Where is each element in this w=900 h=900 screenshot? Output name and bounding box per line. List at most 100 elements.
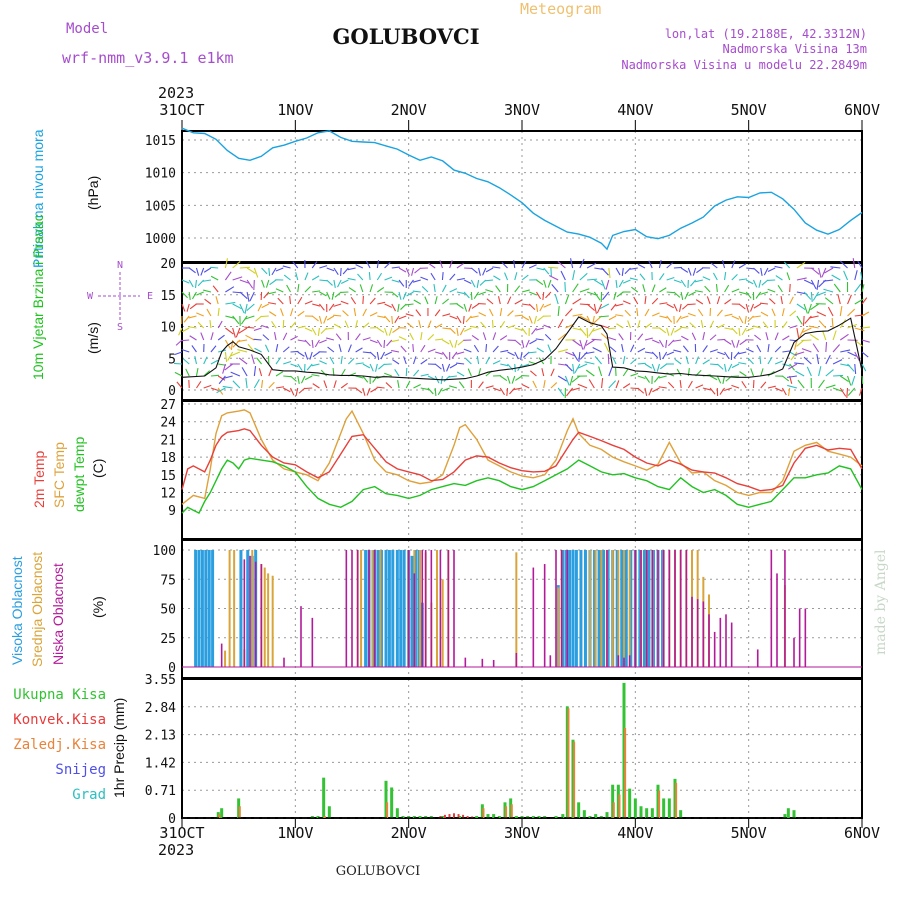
wind-arrow — [702, 387, 711, 391]
wind-arrow — [297, 296, 303, 305]
wind-arrow — [745, 327, 754, 332]
precip-bar-2 — [510, 804, 513, 818]
wind-arrow — [752, 279, 758, 288]
wind-arrow — [610, 303, 617, 311]
wind-arrow — [478, 291, 487, 296]
wind-arrow — [738, 263, 747, 269]
wind-arrow — [861, 375, 864, 385]
wind-arrow — [319, 291, 327, 297]
ytick-label: 1.42 — [145, 756, 176, 771]
wind-arrow — [465, 315, 472, 323]
wind-arrow — [355, 264, 364, 269]
wind-arrow — [377, 286, 385, 293]
wind-arrow — [449, 385, 458, 389]
wind-arrow — [246, 303, 255, 311]
precip-bar-2 — [573, 741, 576, 818]
wind-arrow — [839, 260, 848, 269]
wind-arrow — [662, 351, 668, 360]
wind-arrow — [565, 363, 573, 372]
legend-frontal-rain: Zaledj.Kisa — [13, 737, 106, 753]
wind-arrow — [402, 291, 407, 300]
wind-arrow — [830, 266, 841, 269]
wind-arrow — [680, 267, 689, 273]
wind-arrow — [583, 339, 588, 350]
cloud-bar-low — [566, 550, 569, 667]
wind-arrow — [253, 366, 257, 377]
wind-arrow — [268, 291, 277, 295]
wind-arrow — [300, 375, 306, 384]
wind-arrow — [537, 315, 545, 322]
wind-arrow — [492, 332, 497, 341]
wind-arrow — [781, 387, 787, 396]
wind-arrow — [188, 279, 194, 288]
wind-arrow — [621, 267, 624, 277]
precip-bar-1 — [453, 813, 455, 818]
wind-arrow — [588, 379, 595, 389]
wind-arrow — [739, 371, 747, 377]
wind-arrow — [507, 296, 512, 305]
wind-arrow — [594, 355, 602, 365]
wind-arrow — [224, 351, 228, 362]
wind-arrow — [225, 286, 235, 293]
wind-arrow — [809, 333, 819, 341]
wind-arrow — [232, 380, 241, 389]
wind-arrow — [268, 368, 273, 377]
wind-arrow — [196, 312, 204, 317]
wind-arrow — [428, 262, 436, 269]
wind-arrow — [420, 358, 428, 365]
ytick-label: 0 — [168, 812, 176, 827]
wind-arrow — [738, 315, 744, 324]
day-label-bottom: 31OCT — [159, 824, 204, 842]
wind-arrow — [181, 349, 190, 353]
wind-arrow — [297, 284, 300, 293]
wind-arrow — [304, 285, 312, 293]
wind-arrow — [485, 289, 494, 293]
wind-arrow — [370, 387, 378, 393]
wind-arrow — [685, 356, 689, 365]
wind-arrow — [261, 324, 269, 329]
wind-arrow — [771, 308, 776, 317]
wind-arrow — [275, 344, 279, 353]
temp2m-label: 2m Temp — [31, 450, 47, 508]
wind-arrow — [340, 279, 349, 285]
precip-bar-0 — [554, 816, 558, 818]
wind-arrow — [839, 387, 847, 397]
wind-arrow — [543, 267, 550, 275]
wind-arrow — [724, 363, 727, 372]
cloud-bar-low — [220, 643, 223, 667]
wind-arrow — [724, 387, 732, 391]
wind-arrow — [186, 303, 190, 312]
cloud-bar-high — [391, 550, 395, 667]
sfc-temp-label: SFC Temp — [51, 442, 67, 508]
wind-arrow — [501, 261, 508, 269]
cloud-bar-low — [640, 550, 642, 667]
wind-arrow — [420, 373, 429, 377]
wind-arrow — [753, 267, 760, 274]
wind-arrow — [244, 326, 255, 329]
wind-arrow — [584, 361, 595, 365]
wind-arrow — [189, 303, 197, 310]
wind-arrow — [801, 339, 812, 342]
wind-arrow — [521, 260, 527, 269]
precip-bar-0 — [322, 777, 326, 818]
cloud-bar-high — [615, 550, 619, 667]
wind-arrow — [782, 363, 791, 367]
wind-arrow — [277, 297, 284, 305]
wind-arrow — [369, 363, 374, 372]
wind-arrow — [752, 315, 761, 318]
cloud-bar-low — [555, 550, 557, 667]
precip-bar-1 — [443, 814, 446, 818]
wind-arrow — [624, 309, 631, 317]
wind-arrow — [357, 273, 364, 281]
precip-bar-0 — [582, 810, 586, 818]
wind-arrow — [470, 291, 473, 301]
wind-arrow — [386, 339, 393, 347]
wind-arrow — [384, 372, 392, 377]
wind-arrow — [637, 362, 646, 365]
wind-arrow — [847, 294, 852, 305]
wind-arrow — [181, 303, 186, 312]
cloud-bar-low — [645, 550, 648, 667]
wind-arrow — [451, 351, 458, 359]
cloud-bar-high — [379, 550, 383, 667]
wind-arrow — [709, 334, 717, 341]
